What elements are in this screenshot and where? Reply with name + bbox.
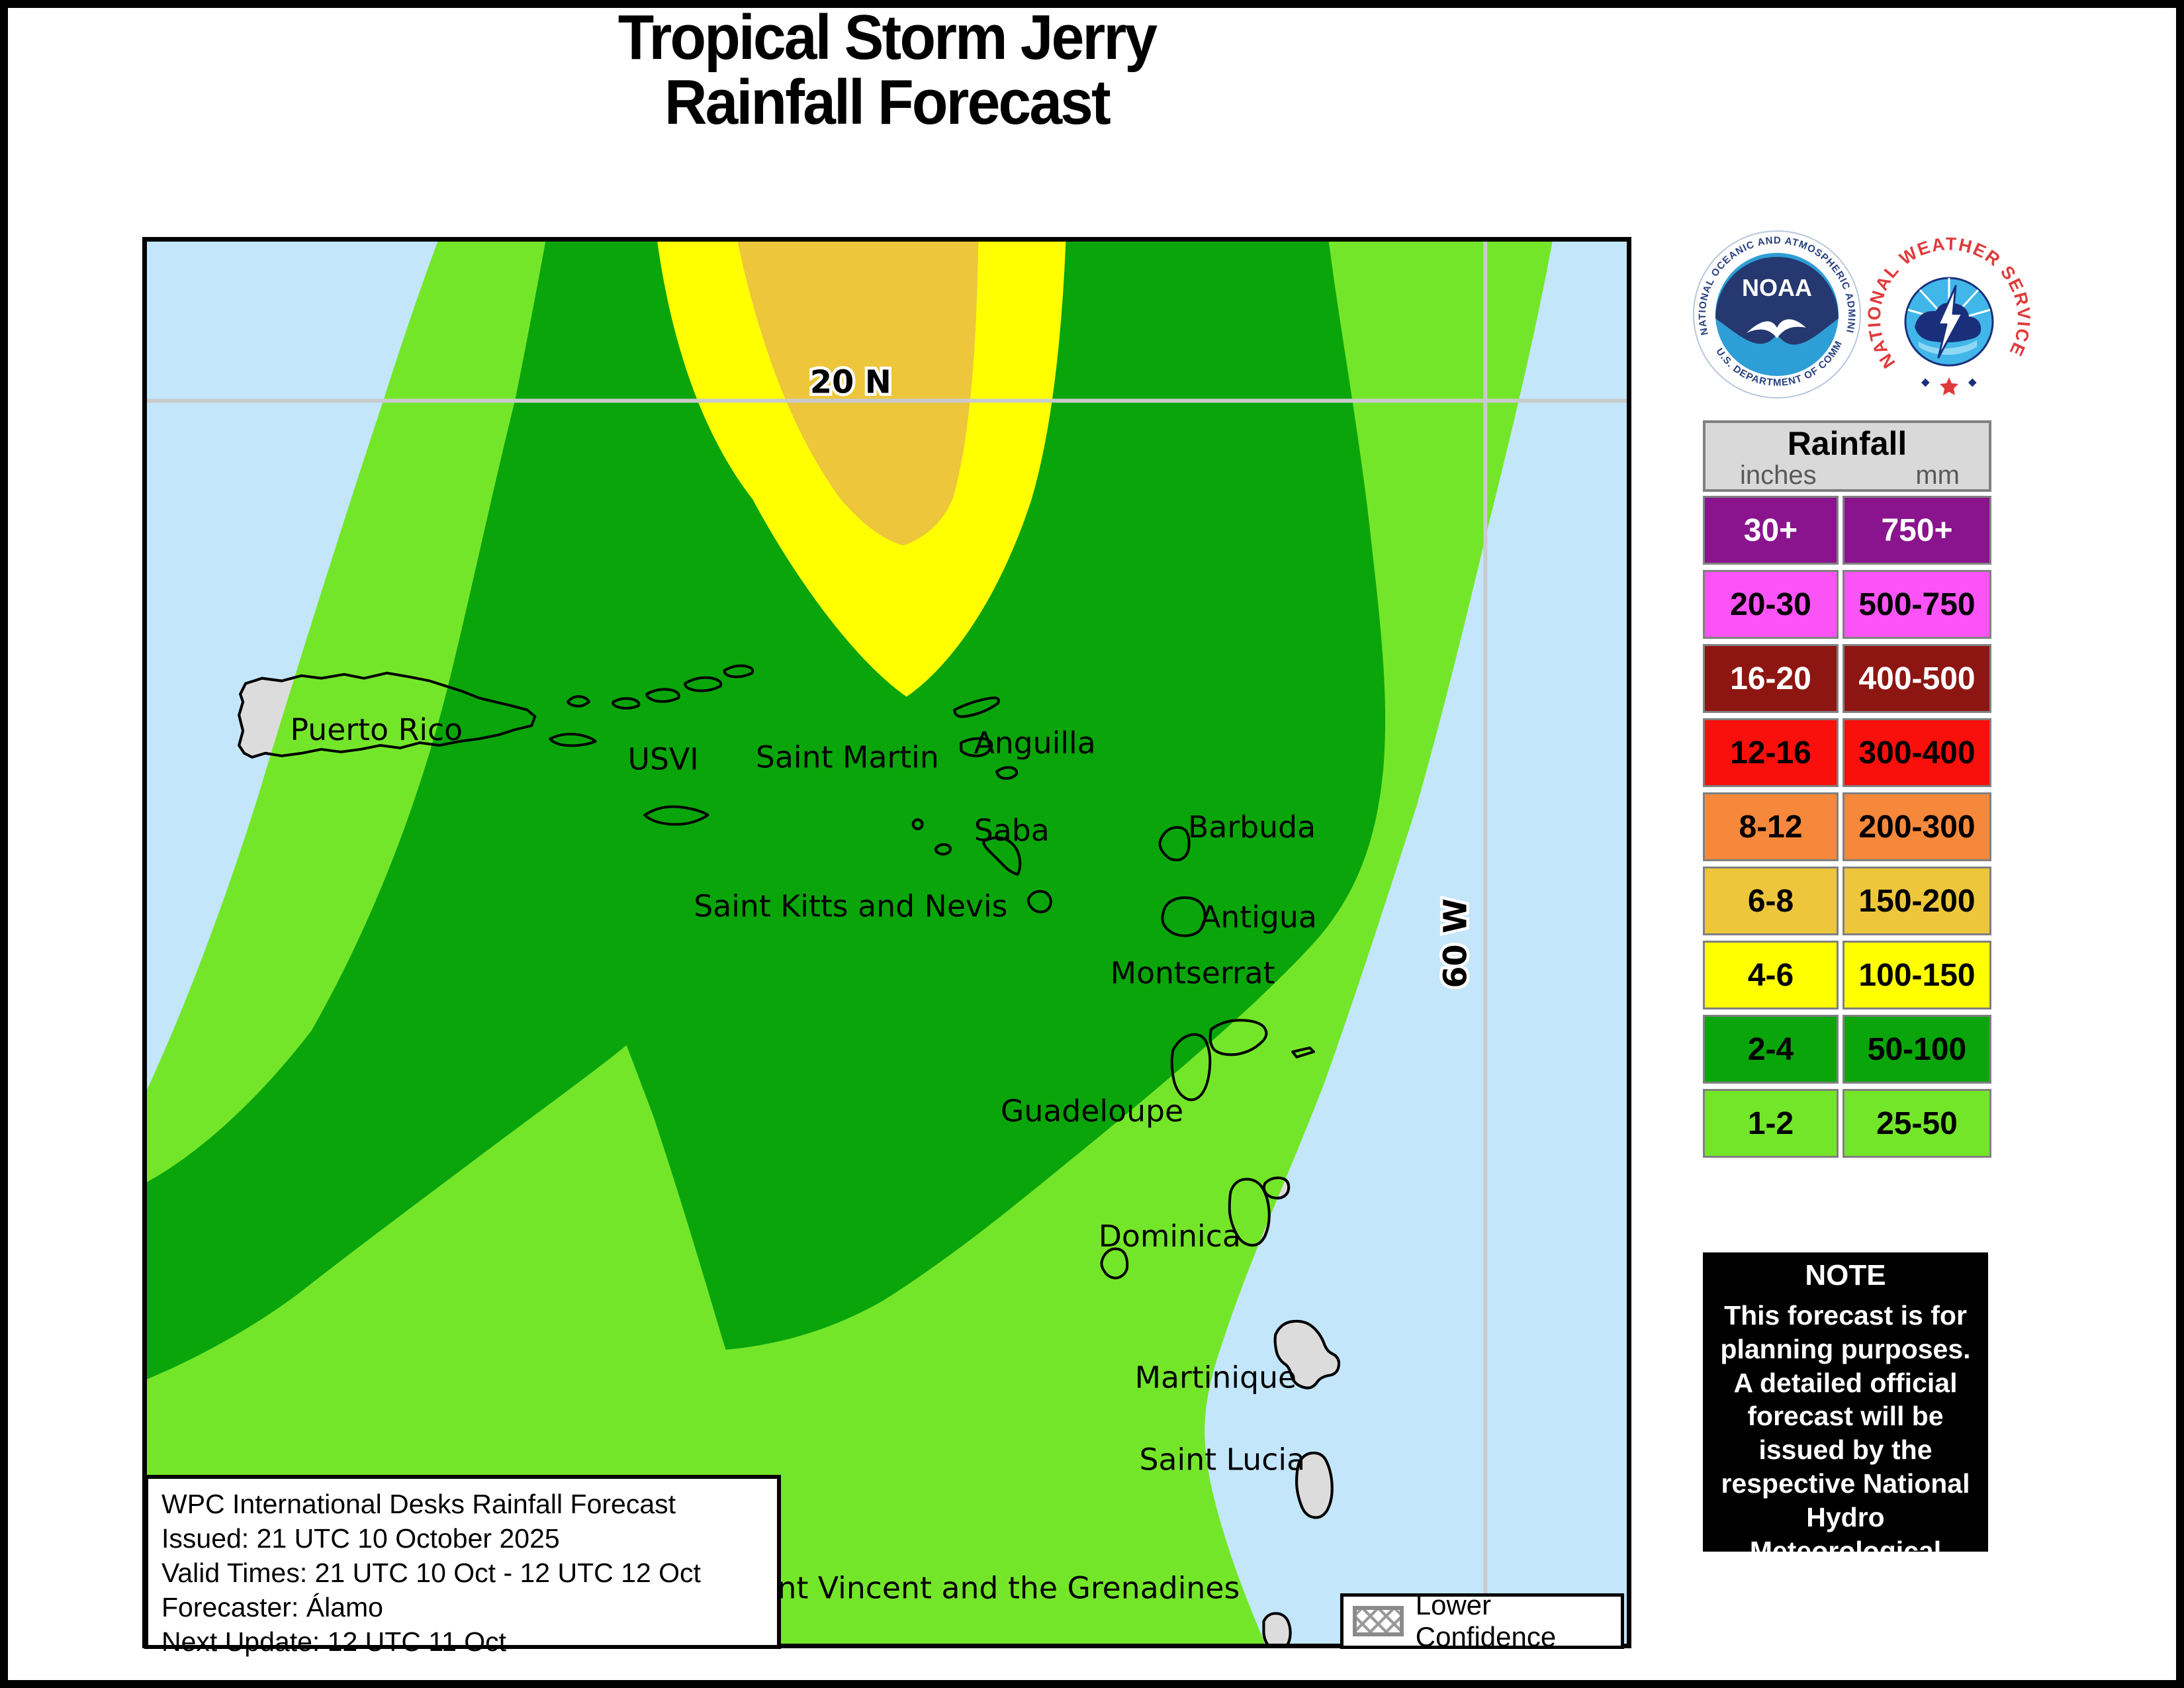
legend-cell-mm: 750+ <box>1843 496 1991 565</box>
legend-header: Rainfall inches mm <box>1703 420 1991 492</box>
legend-rows: 30+ 750+ 20-30 500-750 16-20 400-500 12-… <box>1703 496 1991 1158</box>
info-line-issued: Issued: 21 UTC 10 October 2025 <box>161 1523 560 1554</box>
land-outlines <box>238 664 1341 1644</box>
page-title: Tropical Storm Jerry Rainfall Forecast <box>195 5 1580 135</box>
lower-confidence-legend: Lower Confidence <box>1340 1589 1624 1652</box>
noaa-logo-icon: NATIONAL OCEANIC AND ATMOSPHERIC ADMINIS… <box>1693 230 1861 399</box>
legend-row: 1-2 25-50 <box>1703 1089 1991 1158</box>
rainfall-legend: Rainfall inches mm 30+ 750+ 20-30 500-75… <box>1703 420 1991 1163</box>
info-line-forecaster: Forecaster: Álamo <box>161 1592 383 1623</box>
legend-cell-inches: 1-2 <box>1703 1089 1839 1158</box>
legend-cell-mm: 300-400 <box>1843 718 1991 787</box>
legend-cell-inches: 2-4 <box>1703 1015 1839 1084</box>
legend-cell-mm: 200-300 <box>1843 792 1991 861</box>
note-title: NOTE <box>1805 1259 1886 1291</box>
map-label-anguilla: Anguilla <box>974 726 1095 761</box>
legend-cell-mm: 50-100 <box>1843 1015 1991 1084</box>
map-label-puerto-rico: Puerto Rico <box>291 712 463 747</box>
legend-row: 8-12 200-300 <box>1703 792 1991 861</box>
legend-cell-inches: 30+ <box>1703 496 1839 565</box>
map-label-saba: Saba <box>974 813 1050 848</box>
info-line-product: WPC International Desks Rainfall Forecas… <box>161 1489 676 1519</box>
info-line-valid: Valid Times: 21 UTC 10 Oct - 12 UTC 12 O… <box>161 1558 701 1589</box>
legend-row: 6-8 150-200 <box>1703 867 1991 935</box>
legend-cell-mm: 100-150 <box>1843 941 1991 1009</box>
legend-row: 2-4 50-100 <box>1703 1015 1991 1084</box>
legend-row: 12-16 300-400 <box>1703 718 1991 787</box>
map-label-saint-kitts: Saint Kitts and Nevis <box>694 888 1007 923</box>
map-label-saint-lucia: Saint Lucia <box>1140 1442 1306 1477</box>
legend-cell-inches: 12-16 <box>1703 718 1839 787</box>
lower-confidence-label: Lower Confidence <box>1415 1589 1557 1652</box>
logos-canvas: NATIONAL OCEANIC AND ATMOSPHERIC ADMINIS… <box>1693 230 2032 399</box>
legend-cell-mm: 25-50 <box>1843 1089 1991 1158</box>
legend-title: Rainfall <box>1787 425 1907 462</box>
legend-cell-mm: 500-750 <box>1843 570 1991 639</box>
agency-logos: NATIONAL OCEANIC AND ATMOSPHERIC ADMINIS… <box>1684 218 2042 410</box>
legend-unit-mm: mm <box>1915 461 1960 490</box>
info-line-next-update: Next Update: 12 UTC 11 Oct <box>161 1626 507 1658</box>
band-6-8-inch <box>737 242 979 545</box>
map-label-montserrat: Montserrat <box>1111 956 1275 991</box>
map-label-antigua: Antigua <box>1200 900 1317 935</box>
map-label-saint-vincent: Saint Vincent and the Grenadines <box>731 1570 1240 1605</box>
map-label-usvi: USVI <box>628 742 699 777</box>
forecast-info-box: WPC International Desks Rainfall Forecas… <box>144 1475 781 1657</box>
legend-row: 20-30 500-750 <box>1703 570 1991 639</box>
title-line-2: Rainfall Forecast <box>664 66 1111 138</box>
map-label-barbuda: Barbuda <box>1188 810 1316 845</box>
legend-cell-mm: 400-500 <box>1843 644 1991 713</box>
note-box: NOTE This forecast is for planning purpo… <box>1703 1252 1988 1600</box>
note-body: This forecast is for planning purposes. … <box>1720 1300 1971 1600</box>
grid-label-60w: 60 W <box>1438 898 1475 988</box>
legend-cell-inches: 16-20 <box>1703 644 1839 713</box>
legend-row: 30+ 750+ <box>1703 496 1991 565</box>
band-2-4-inch <box>147 242 1386 1380</box>
map-canvas: 20 N 60 W Puerto Rico USVI Saint Martin … <box>147 242 1627 1644</box>
legend-cell-inches: 20-30 <box>1703 570 1839 639</box>
lower-confidence-hatch-swatch <box>1353 1606 1404 1636</box>
map-label-guadeloupe: Guadeloupe <box>1001 1094 1183 1129</box>
legend-row: 4-6 100-150 <box>1703 941 1991 1009</box>
map-label-dominica: Dominica <box>1099 1219 1241 1254</box>
nws-stars <box>1921 377 1977 395</box>
legend-unit-inches: inches <box>1740 461 1817 490</box>
grid-label-20n: 20 N <box>810 364 891 400</box>
noaa-wordmark: NOAA <box>1742 274 1812 301</box>
legend-cell-inches: 6-8 <box>1703 867 1839 935</box>
legend-cell-inches: 4-6 <box>1703 941 1839 1009</box>
map-label-martinique: Martinique <box>1135 1360 1297 1395</box>
legend-cell-mm: 150-200 <box>1843 867 1991 935</box>
legend-row: 16-20 400-500 <box>1703 644 1991 713</box>
nws-logo-icon: NATIONAL WEATHER SERVICE <box>1864 234 2032 395</box>
title-line-1: Tropical Storm Jerry <box>617 2 1158 73</box>
place-labels: Puerto Rico USVI Saint Martin Anguilla S… <box>291 712 1317 1605</box>
rainfall-map: 20 N 60 W Puerto Rico USVI Saint Martin … <box>142 237 1631 1648</box>
map-label-saint-martin: Saint Martin <box>756 740 939 775</box>
legend-cell-inches: 8-12 <box>1703 792 1839 861</box>
